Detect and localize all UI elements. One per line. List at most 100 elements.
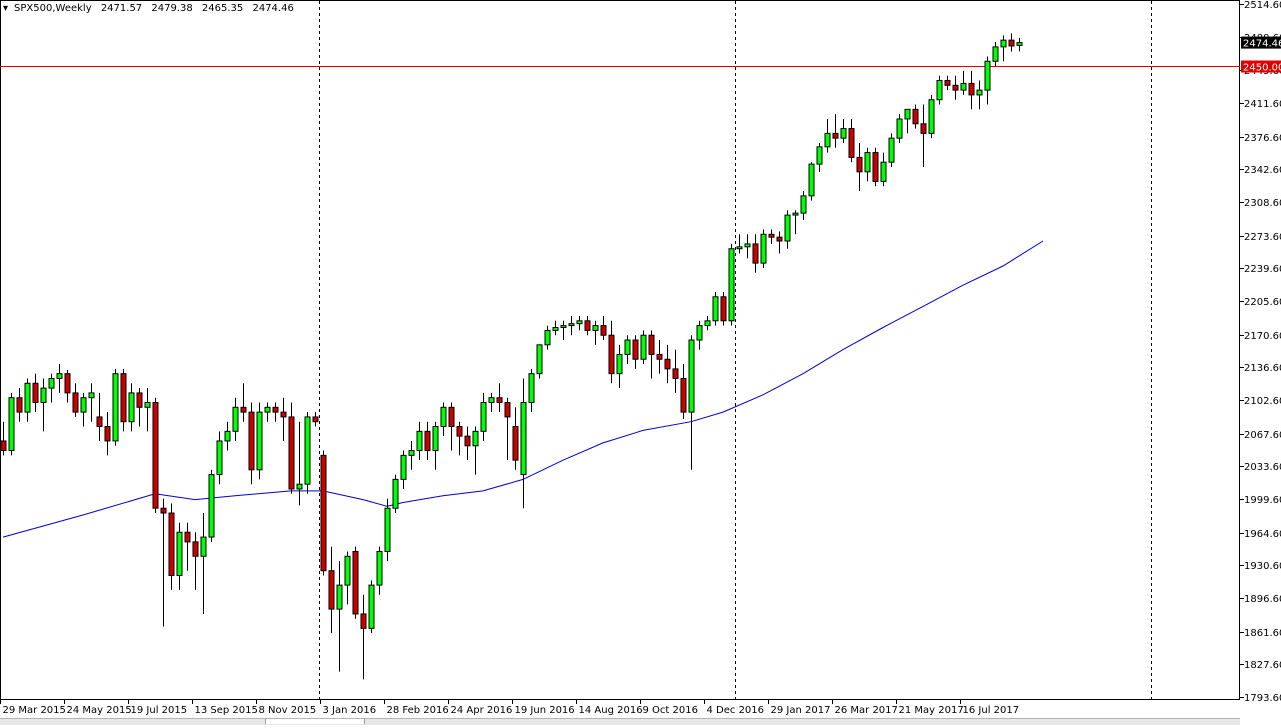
- candle: [936, 75, 943, 105]
- candle-body-bear: [16, 397, 23, 413]
- candle-body-bear: [648, 334, 655, 355]
- candle-body-bull: [640, 334, 647, 360]
- candle: [64, 369, 71, 403]
- candle: [520, 378, 527, 509]
- chart-tab-active[interactable]: [265, 719, 365, 724]
- time-label: 19 Jun 2016: [515, 705, 575, 716]
- candle-body-bull: [200, 536, 207, 557]
- candle: [344, 551, 351, 605]
- candle: [904, 108, 911, 134]
- candle-body-bear: [720, 296, 727, 322]
- candle: [1016, 37, 1023, 52]
- time-label: 24 May 2015: [67, 705, 132, 716]
- chart-tab-strip: [0, 718, 1240, 725]
- candle-body-bull: [8, 397, 15, 452]
- candle: [512, 407, 519, 470]
- candle: [968, 70, 975, 110]
- candle: [144, 388, 151, 432]
- candle-body-bear: [168, 512, 175, 577]
- candle-body-bull: [624, 339, 631, 355]
- candle-body-bull: [704, 320, 711, 327]
- candle: [608, 320, 615, 384]
- candle-body-bull: [392, 478, 399, 509]
- price-label: 2102.60: [1244, 396, 1281, 407]
- price-label: 2308.60: [1244, 198, 1281, 209]
- candle: [104, 412, 111, 456]
- candle-body-bear: [464, 435, 471, 447]
- candle: [288, 402, 295, 494]
- candle-body-bull: [552, 327, 559, 331]
- candle-body-bull: [128, 392, 135, 423]
- candle-body-bear: [656, 353, 663, 360]
- candle: [480, 392, 487, 441]
- candle-body-bull: [936, 80, 943, 101]
- candle: [232, 397, 239, 441]
- time-label: 13 Sep 2015: [195, 705, 258, 716]
- candle-body-bull: [736, 246, 743, 250]
- candle: [544, 325, 551, 350]
- candle: [296, 421, 303, 506]
- candle: [264, 402, 271, 422]
- candle: [192, 532, 199, 590]
- candle: [656, 340, 663, 374]
- candle: [368, 580, 375, 634]
- candle: [744, 234, 751, 259]
- candle-body-bull: [592, 325, 599, 331]
- price-label: 2136.60: [1244, 363, 1281, 374]
- candle-body-bull: [232, 406, 239, 432]
- candle-body-bear: [1, 440, 7, 452]
- candle: [472, 426, 479, 475]
- moving-average-line: [2, 240, 1044, 538]
- candle-body-bull: [440, 406, 447, 428]
- current-price-label: 2474.46: [1243, 39, 1281, 50]
- price-label: 2170.60: [1244, 331, 1281, 342]
- candle-body-bull: [760, 233, 767, 264]
- time-label: 28 Feb 2016: [387, 705, 449, 716]
- candle: [760, 229, 767, 268]
- candle-body-bull: [800, 195, 807, 214]
- candle-body-bear: [160, 507, 167, 514]
- time-label: 9 Oct 2016: [643, 705, 698, 716]
- candle: [680, 364, 687, 419]
- candle: [960, 70, 967, 95]
- candle-body-bull: [536, 344, 543, 375]
- price-label: 2067.60: [1244, 430, 1281, 441]
- candle-body-bull: [488, 397, 495, 403]
- candle-body-bear: [952, 84, 959, 91]
- candle: [136, 388, 143, 427]
- candle-body-bull: [344, 555, 351, 586]
- candle-body-bull: [528, 373, 535, 403]
- current-price-tag: [1241, 36, 1281, 49]
- price-label: 1999.60: [1244, 495, 1281, 506]
- candle-body-bull: [144, 401, 151, 408]
- candle: [496, 383, 503, 413]
- price-label: 1964.60: [1244, 529, 1281, 540]
- candle: [832, 114, 839, 148]
- candle: [944, 75, 951, 91]
- candle-body-bear: [280, 411, 287, 418]
- candle: [912, 104, 919, 129]
- candle: [784, 210, 791, 249]
- candle: [584, 315, 591, 336]
- candle-body-bull: [976, 89, 983, 96]
- candle-body-bear: [856, 156, 863, 173]
- candle-body-bull: [696, 325, 703, 341]
- price-tags: 2474.46 2450.00: [1241, 36, 1281, 74]
- price-label: 1861.60: [1244, 628, 1281, 639]
- level-price-tag: [1241, 60, 1281, 73]
- low-value: 2465.35: [201, 3, 244, 14]
- candle-body-bear: [320, 454, 327, 572]
- open-value: 2471.57: [100, 3, 143, 14]
- candle: [808, 162, 815, 201]
- candle-body-bear: [872, 152, 879, 182]
- candle-body-bull: [960, 82, 967, 91]
- candle-body-bear: [272, 406, 279, 413]
- price-label: 1827.60: [1244, 660, 1281, 671]
- close-value: 2474.46: [252, 3, 294, 14]
- candle-body-bull: [336, 584, 343, 610]
- candle-body-bear: [96, 416, 103, 428]
- price-label: 2514.60: [1244, 0, 1281, 11]
- candle: [888, 133, 895, 168]
- candle-body-bear: [328, 570, 335, 610]
- candle-body-bull: [208, 474, 215, 538]
